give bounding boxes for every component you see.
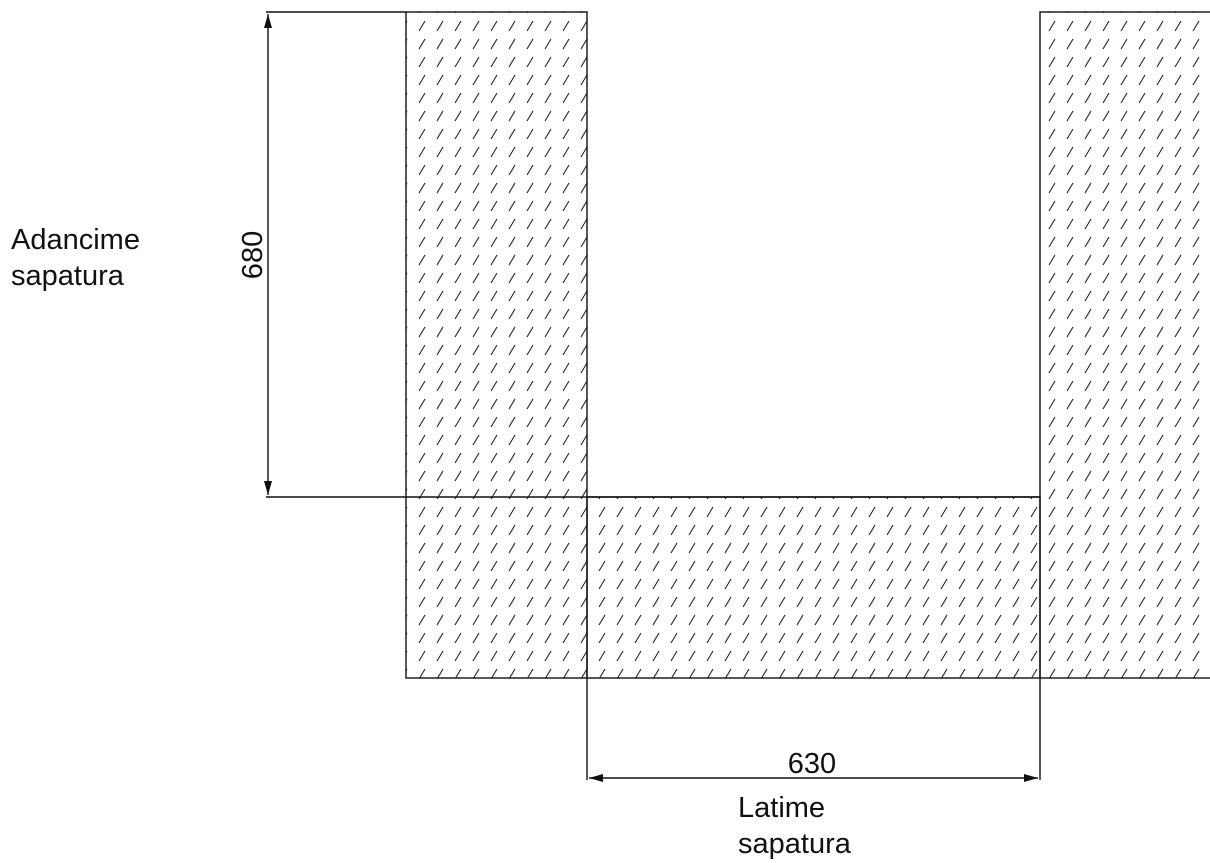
foundation-hatched-body [405,11,1210,679]
width-dimension [586,678,1041,782]
depth-value: 680 [237,231,269,279]
width-value: 630 [788,748,836,780]
base-slab-hatch [586,496,1041,679]
depth-label-line1: Adancime [11,224,140,256]
depth-label-line2: sapatura [11,260,125,292]
width-label-line2: sapatura [738,828,852,860]
width-label-line1: Latime [738,792,825,824]
depth-dimension [264,11,1040,498]
right-wall-hatch [1039,11,1210,679]
left-wall-hatch [405,11,588,679]
